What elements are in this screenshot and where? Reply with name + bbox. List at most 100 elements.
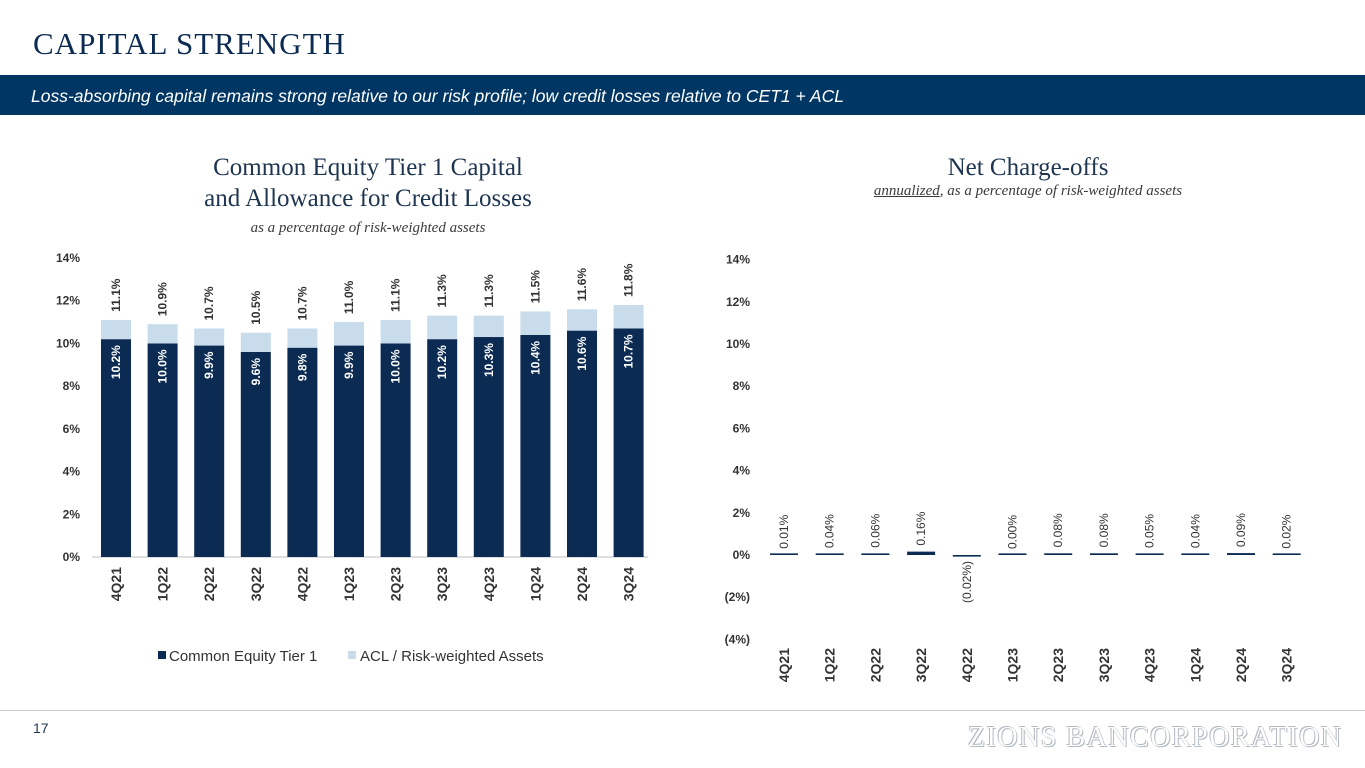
cet1-data-label: 9.9% <box>342 351 356 379</box>
net-chargeoff-bar <box>952 555 981 557</box>
right-y-tick-label: 8% <box>733 379 751 393</box>
right-x-category-label: 1Q23 <box>1005 648 1021 682</box>
cet1-bar <box>613 328 644 557</box>
acl-bar <box>427 315 458 340</box>
net-chargeoff-data-label: 0.05% <box>1143 514 1157 548</box>
cet1-data-label: 10.0% <box>389 349 403 383</box>
left-x-category-label: 3Q22 <box>248 567 264 601</box>
net-chargeoff-data-label: 0.02% <box>1280 514 1294 548</box>
total-data-label: 11.0% <box>342 280 356 314</box>
left-y-tick-label: 2% <box>63 507 81 521</box>
net-chargeoff-data-label: 0.16% <box>914 511 928 545</box>
right-x-category-label: 4Q23 <box>1142 648 1158 682</box>
total-data-label: 10.7% <box>202 286 216 320</box>
total-data-label: 11.8% <box>622 263 636 297</box>
left-x-category-label: 1Q23 <box>341 567 357 601</box>
subtitle-banner: Loss-absorbing capital remains strong re… <box>0 75 1365 115</box>
footer-divider <box>0 710 1365 711</box>
cet1-bar <box>520 334 551 557</box>
right-x-category-label: 1Q22 <box>822 648 838 682</box>
left-y-tick-label: 6% <box>63 422 81 436</box>
right-subtitle-underlined: annualized <box>873 183 940 199</box>
left-chart-title-line2: and Allowance for Credit Losses <box>204 185 532 212</box>
acl-bar <box>613 304 644 329</box>
net-chargeoff-data-label: 0.08% <box>1051 513 1065 547</box>
left-x-category-label: 4Q21 <box>108 567 124 601</box>
net-chargeoff-data-label: 0.09% <box>1234 513 1248 547</box>
cet1-data-label: 10.6% <box>575 336 589 370</box>
acl-bar <box>147 324 178 344</box>
right-y-tick-label: 10% <box>726 337 750 351</box>
net-chargeoff-bar <box>861 553 890 555</box>
net-chargeoff-bar <box>1135 553 1164 555</box>
right-chart-title: Net Charge-offs <box>947 154 1109 181</box>
acl-bar <box>194 328 225 346</box>
left-y-tick-label: 14% <box>56 251 80 265</box>
acl-bar <box>334 322 364 346</box>
acl-bar <box>240 332 271 352</box>
total-data-label: 11.1% <box>109 278 123 312</box>
total-data-label: 11.5% <box>528 270 542 304</box>
left-x-category-label: 3Q24 <box>621 567 637 601</box>
total-data-label: 11.3% <box>435 274 449 308</box>
net-chargeoff-data-label: 0.04% <box>823 514 837 548</box>
acl-bar <box>520 311 551 335</box>
cet1-data-label: 9.6% <box>249 358 263 386</box>
cet1-data-label: 9.8% <box>295 353 309 381</box>
page-number: 17 <box>33 720 49 736</box>
net-chargeoff-data-label: 0.06% <box>868 513 882 547</box>
net-chargeoff-bar <box>1272 553 1301 555</box>
cet1-bar <box>567 330 597 557</box>
acl-bar <box>101 319 131 340</box>
net-chargeoff-data-label: 0.08% <box>1097 513 1111 547</box>
cet1-data-label: 10.4% <box>528 341 542 375</box>
left-x-category-label: 1Q22 <box>155 567 171 601</box>
cet1-data-label: 10.2% <box>109 345 123 379</box>
cet1-data-label: 9.9% <box>202 351 216 379</box>
acl-bar <box>567 309 597 331</box>
left-y-tick-label: 10% <box>56 336 80 350</box>
left-y-tick-label: 8% <box>63 379 81 393</box>
total-data-label: 11.6% <box>575 268 589 302</box>
right-y-tick-label: 12% <box>726 295 750 309</box>
banner-text: Loss-absorbing capital remains strong re… <box>31 86 844 106</box>
left-chart-subtitle: as a percentage of risk-weighted assets <box>250 220 486 236</box>
cet1-bar <box>101 339 131 557</box>
right-y-tick-label: 6% <box>733 421 751 435</box>
right-x-category-label: 1Q24 <box>1187 648 1203 682</box>
company-logo: ZIONS BANCORPORATION <box>968 722 1343 753</box>
cet1-bar <box>427 339 458 557</box>
net-chargeoff-bar <box>998 553 1027 555</box>
net-chargeoff-bar <box>1181 553 1210 555</box>
legend-swatch-cet1 <box>158 651 166 659</box>
right-x-category-label: 3Q22 <box>913 648 929 682</box>
left-x-category-label: 1Q24 <box>527 567 543 601</box>
right-y-tick-label: 2% <box>733 506 751 520</box>
cet1-bar <box>287 347 318 557</box>
net-chargeoff-bar <box>1227 553 1255 555</box>
cet1-data-label: 10.3% <box>482 343 496 377</box>
net-chargeoff-bar <box>1089 553 1118 555</box>
acl-bar <box>473 315 504 338</box>
left-x-category-label: 2Q23 <box>388 567 404 601</box>
total-data-label: 10.9% <box>156 282 170 316</box>
net-chargeoff-bar <box>1044 553 1073 555</box>
right-x-category-label: 4Q22 <box>959 648 975 682</box>
total-data-label: 10.5% <box>249 290 263 324</box>
left-x-category-label: 4Q22 <box>294 567 310 601</box>
left-x-category-label: 3Q23 <box>434 567 450 601</box>
cet1-bar <box>194 345 225 557</box>
total-data-label: 11.1% <box>389 278 403 312</box>
net-chargeoff-data-label: 0.01% <box>777 514 791 548</box>
left-chart-title: Common Equity Tier 1 Capital and Allowan… <box>168 152 568 214</box>
net-chargeoff-data-label: 0.04% <box>1188 514 1202 548</box>
left-y-tick-label: 0% <box>63 550 81 564</box>
net-chargeoff-bar <box>815 553 844 555</box>
left-x-category-label: 2Q24 <box>574 567 590 601</box>
net-chargeoff-bar <box>770 553 798 555</box>
right-x-category-label: 4Q21 <box>776 648 792 682</box>
acl-bar <box>380 319 411 344</box>
net-chargeoff-data-label: (0.02%) <box>960 561 974 603</box>
cet1-data-label: 10.2% <box>435 345 449 379</box>
right-y-tick-label: 14% <box>726 253 750 267</box>
